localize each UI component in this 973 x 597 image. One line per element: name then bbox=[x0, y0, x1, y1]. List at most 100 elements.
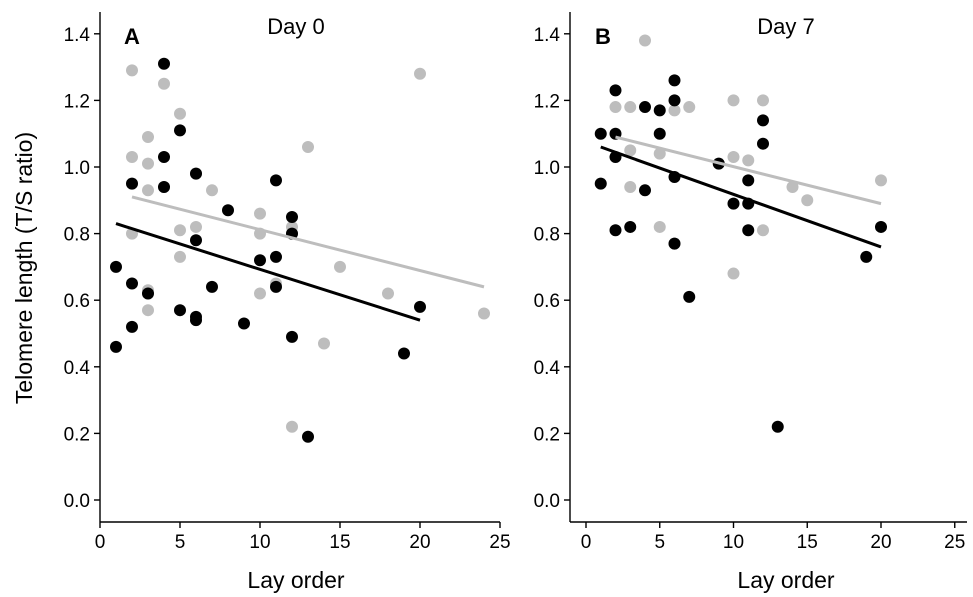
panel-b-point-grey bbox=[757, 224, 769, 237]
panel-b-point-grey bbox=[668, 104, 681, 117]
panel-b-point-black bbox=[757, 137, 769, 150]
y-axis-title: Telomere length (T/S ratio) bbox=[11, 132, 37, 404]
panel-b-y-tick-label: 0.0 bbox=[534, 491, 560, 512]
panel-b-y-tick-label: 0.6 bbox=[534, 291, 560, 312]
panel-b-point-grey bbox=[624, 101, 637, 114]
panel-a-point-black bbox=[398, 347, 410, 360]
panel-b-point-grey bbox=[786, 180, 799, 193]
panel-b-point-grey bbox=[624, 144, 637, 157]
panel-a-point-grey bbox=[318, 337, 330, 350]
panel-a-point-black bbox=[238, 317, 250, 330]
panel-b-point-grey bbox=[757, 94, 769, 107]
panel-b-point-black bbox=[860, 250, 873, 263]
panel-a-point-black bbox=[190, 314, 202, 327]
panel-a-point-black bbox=[110, 340, 122, 353]
panel-a-point-black bbox=[190, 234, 202, 247]
panel-b-point-black bbox=[653, 104, 666, 117]
panel-a-y-tick-label: 0.4 bbox=[64, 358, 91, 379]
panel-b-trend-line-black bbox=[600, 145, 882, 249]
panel-a-point-grey bbox=[174, 107, 186, 120]
panel-a-point-black bbox=[174, 304, 186, 317]
panel-b-x-tick-label: 5 bbox=[654, 532, 665, 553]
panel-a-point-black bbox=[110, 260, 122, 273]
panel-a-point-black bbox=[158, 151, 170, 164]
panel-a-trend-line-black bbox=[115, 222, 421, 322]
panel-b-point-black bbox=[668, 74, 681, 87]
panel-a-title: Day 0 bbox=[267, 14, 324, 39]
panel-a-point-grey bbox=[190, 220, 202, 233]
panel-b-point-grey bbox=[639, 34, 651, 47]
panel-a-point-grey bbox=[126, 64, 138, 77]
panel-a: 0.0 0.2 0.4 0.6 0.8 1.0 1.2 1.4 0 5 10 15 20 25 Day 0 A… bbox=[64, 12, 511, 593]
panel-a-point-grey bbox=[302, 141, 314, 154]
panel-a-point-grey bbox=[254, 207, 266, 220]
panel-b-y-tick-label: 0.8 bbox=[534, 225, 560, 246]
panel-b-trend-line-grey bbox=[615, 135, 882, 206]
panel-a-x-axis-title: Lay order bbox=[247, 567, 345, 593]
panel-a-point-black bbox=[190, 167, 202, 180]
panel-a-point-black bbox=[254, 254, 266, 267]
panel-b-point-black bbox=[668, 237, 681, 250]
panel-b-point-black bbox=[609, 224, 622, 237]
panel-a-trend-line-grey bbox=[131, 195, 485, 289]
panel-b-point-black bbox=[594, 177, 607, 190]
panel-b-y-tick-label: 1.4 bbox=[534, 25, 561, 46]
panel-b-point-black bbox=[639, 101, 651, 114]
panel-b-x-tick-label: 20 bbox=[870, 532, 891, 553]
panel-a-point-grey bbox=[334, 260, 346, 273]
panel-a-point-grey bbox=[158, 77, 170, 90]
panel-a-y-tick-label: 0.6 bbox=[64, 291, 90, 312]
panel-b-title: Day 7 bbox=[757, 14, 814, 39]
panel-a-point-black bbox=[286, 210, 298, 223]
panel-a-y-tick-label: 1.0 bbox=[64, 158, 90, 179]
panel-a-point-grey bbox=[254, 287, 266, 300]
panel-a-point-grey bbox=[126, 151, 138, 164]
panel-b-point-grey bbox=[727, 151, 740, 164]
panel-b-point-black bbox=[609, 84, 622, 97]
panel-a-point-black bbox=[126, 177, 138, 190]
panel-a-point-grey bbox=[142, 184, 154, 197]
panel-a-point-grey bbox=[478, 307, 490, 320]
panel-b-y-tick-label: 0.2 bbox=[534, 424, 560, 445]
panel-a-point-black bbox=[142, 287, 154, 300]
panel-a-point-black bbox=[270, 280, 282, 293]
panel-a-x-tick-label: 5 bbox=[175, 532, 186, 553]
panel-b-point-black bbox=[668, 94, 681, 107]
panel-a-point-black bbox=[158, 57, 170, 70]
panel-a-y-tick-label: 0.0 bbox=[64, 491, 90, 512]
panel-b-point-grey bbox=[801, 194, 814, 207]
panel-a-point-black bbox=[270, 250, 282, 263]
panel-a-x-tick-label: 0 bbox=[95, 532, 106, 553]
panel-b-x-tick-label: 10 bbox=[723, 532, 744, 553]
panel-a-point-black bbox=[126, 277, 138, 290]
panel-a-point-grey bbox=[286, 420, 298, 433]
panel-a-point-black bbox=[126, 320, 138, 333]
panel-a-letter: A bbox=[124, 24, 140, 49]
panel-b-x-tick-label: 25 bbox=[944, 532, 965, 553]
panel-a-point-black bbox=[158, 180, 170, 193]
panel-b-y-tick-label: 1.0 bbox=[534, 158, 560, 179]
panel-a-x-tick-label: 15 bbox=[329, 532, 350, 553]
panel-a-y-tick-label: 0.8 bbox=[64, 225, 90, 246]
panel-b-point-grey bbox=[624, 180, 637, 193]
panel-b-point-black bbox=[653, 127, 666, 140]
panel-b-point-black bbox=[757, 114, 769, 127]
panel-a-point-black bbox=[174, 124, 186, 137]
panel-a-x-tick-label: 10 bbox=[249, 532, 270, 553]
panel-a-x-tick-label: 25 bbox=[489, 532, 510, 553]
panel-b-point-grey bbox=[875, 174, 887, 187]
panel-a-x-tick-label: 20 bbox=[409, 532, 430, 553]
panel-a-point-black bbox=[414, 300, 426, 313]
panel-b-point-grey bbox=[609, 101, 622, 114]
panel-a-y-tick-label: 1.4 bbox=[64, 25, 91, 46]
panel-b-point-black bbox=[683, 290, 696, 303]
panel-b-y-tick-label: 0.4 bbox=[534, 358, 561, 379]
panel-b-y-tick-label: 1.2 bbox=[534, 91, 560, 112]
panel-b-point-black bbox=[875, 220, 887, 233]
panel-b-x-tick-label: 0 bbox=[581, 532, 592, 553]
panel-a-point-black bbox=[302, 430, 314, 443]
panel-b-point-black bbox=[639, 184, 651, 197]
panel-b: 0.0 0.2 0.4 0.6 0.8 1.0 1.2 1.4 0 5 10 15 20 25 Day 7 B… bbox=[534, 12, 967, 593]
panel-a-point-grey bbox=[142, 131, 154, 144]
